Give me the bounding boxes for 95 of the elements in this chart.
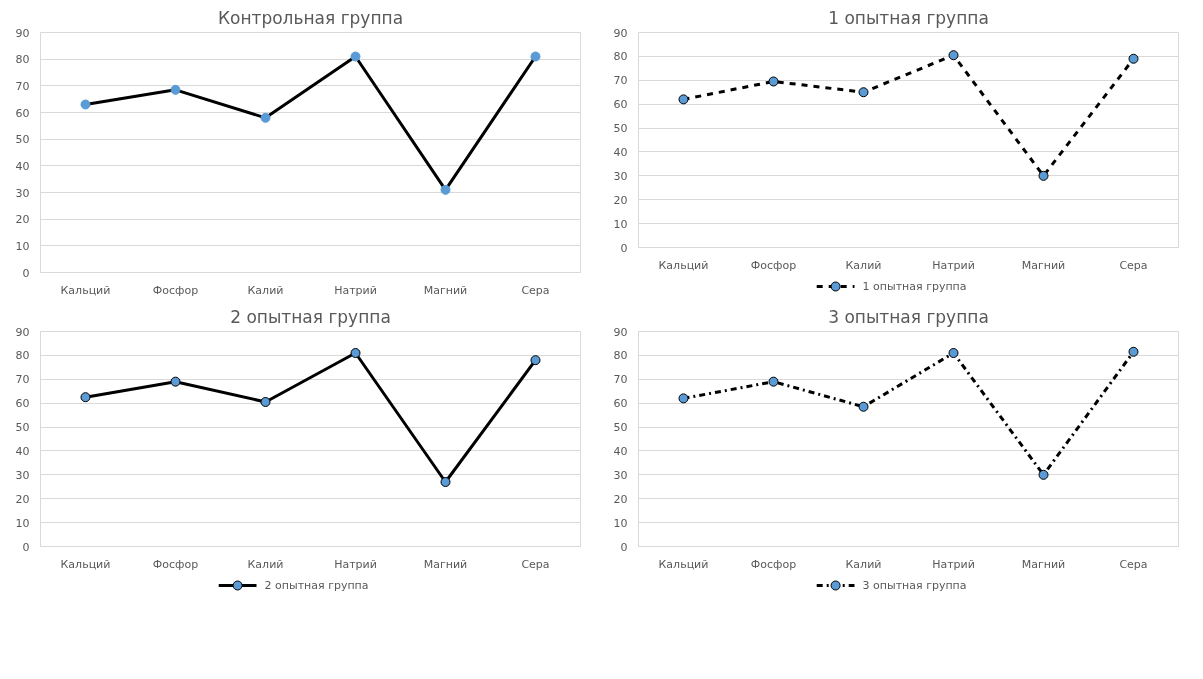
x-tick-label: Сера [521,557,550,571]
y-tick-label: 60 [613,98,628,112]
x-tick-label: Натрий [932,258,975,272]
x-tick-label: Калий [247,557,284,571]
y-tick-label: 20 [613,193,628,207]
x-tick-label: Магний [1021,557,1066,571]
x-tick-label: Кальций [60,283,111,297]
y-tick-label: 70 [613,373,628,387]
point [80,99,91,110]
legend-label: 2 опытная группа [264,579,369,592]
x-tick-label: Сера [1119,258,1148,272]
y-tick-label: 10 [15,516,30,530]
point [530,355,541,366]
y-tick-label: 80 [613,349,628,363]
point [678,94,689,105]
point [350,51,361,62]
y-tick-label: 30 [15,468,30,482]
y-tick-label: 50 [613,421,628,435]
x-tick-label: Сера [521,283,550,297]
y-tick-label: 20 [15,492,30,506]
y-tick-label: 10 [15,239,30,253]
point [678,393,689,404]
x-tick-label: Натрий [334,283,377,297]
y-tick-label: 90 [613,325,628,339]
x-tick-label: Натрий [334,557,377,571]
x-tick-label: Фосфор [750,258,797,272]
point [948,348,959,358]
legend-label: 1 опытная группа [862,280,967,293]
point [768,376,779,387]
y-tick-label: 40 [15,444,30,458]
legend-label: 3 опытная группа [862,579,967,592]
x-tick-label: Кальций [60,557,111,571]
point [260,112,271,123]
y-tick-label: 50 [15,421,30,435]
y-tick-label: 70 [15,373,30,387]
chart-title: Контрольная группа [217,7,404,28]
y-tick-label: 80 [613,50,628,64]
chart-title: 3 опытная группа [828,306,989,327]
y-tick-label: 90 [613,26,628,40]
x-tick-label: Магний [1021,258,1066,272]
point [80,392,91,403]
point [440,477,451,487]
y-tick-label: 30 [15,186,30,200]
x-tick-label: Фосфор [750,557,797,571]
x-tick-label: Кальций [658,557,709,571]
point [858,87,869,98]
y-tick-label: 40 [613,145,628,159]
y-tick-label: 60 [613,397,628,411]
y-tick-label: 20 [15,213,30,227]
y-tick-label: 60 [15,106,30,120]
y-tick-label: 10 [613,516,628,530]
point [1038,170,1049,181]
x-tick-label: Магний [423,283,468,297]
point [260,396,271,407]
point [170,376,181,387]
y-tick-label: 90 [15,26,30,40]
y-tick-label: 20 [613,492,628,506]
y-tick-label: 40 [613,444,628,458]
x-tick-label: Калий [845,557,882,571]
point [170,84,181,95]
chart-title: 1 опытная группа [828,7,989,28]
point [440,184,451,195]
x-tick-label: Натрий [932,557,975,571]
y-tick-label: 80 [15,349,30,363]
chart-title: 2 опытная группа [230,306,391,327]
y-tick-label: 60 [15,397,30,411]
y-tick-label: 50 [15,133,30,147]
y-tick-label: 70 [15,79,30,93]
point [530,51,541,62]
x-tick-label: Магний [423,557,468,571]
y-tick-label: 0 [620,241,628,255]
y-tick-label: 10 [613,217,628,231]
point [768,76,779,87]
point [858,401,869,412]
point [1038,469,1049,480]
x-tick-label: Сера [1119,557,1148,571]
point [1128,346,1139,357]
y-tick-label: 0 [620,540,628,554]
y-tick-label: 70 [613,74,628,88]
point [1128,53,1139,64]
x-tick-label: Кальций [658,258,709,272]
y-tick-label: 40 [15,159,30,173]
y-tick-label: 30 [613,468,628,482]
x-tick-label: Фосфор [152,283,199,297]
y-tick-label: 0 [22,540,30,554]
point [350,348,361,358]
y-tick-label: 30 [613,169,628,183]
x-tick-label: Калий [247,283,284,297]
y-tick-label: 90 [15,325,30,339]
x-tick-label: Фосфор [152,557,199,571]
y-tick-label: 50 [613,122,628,136]
point [948,50,959,61]
y-tick-label: 0 [22,266,30,280]
y-tick-label: 80 [15,53,30,67]
x-tick-label: Калий [845,258,882,272]
